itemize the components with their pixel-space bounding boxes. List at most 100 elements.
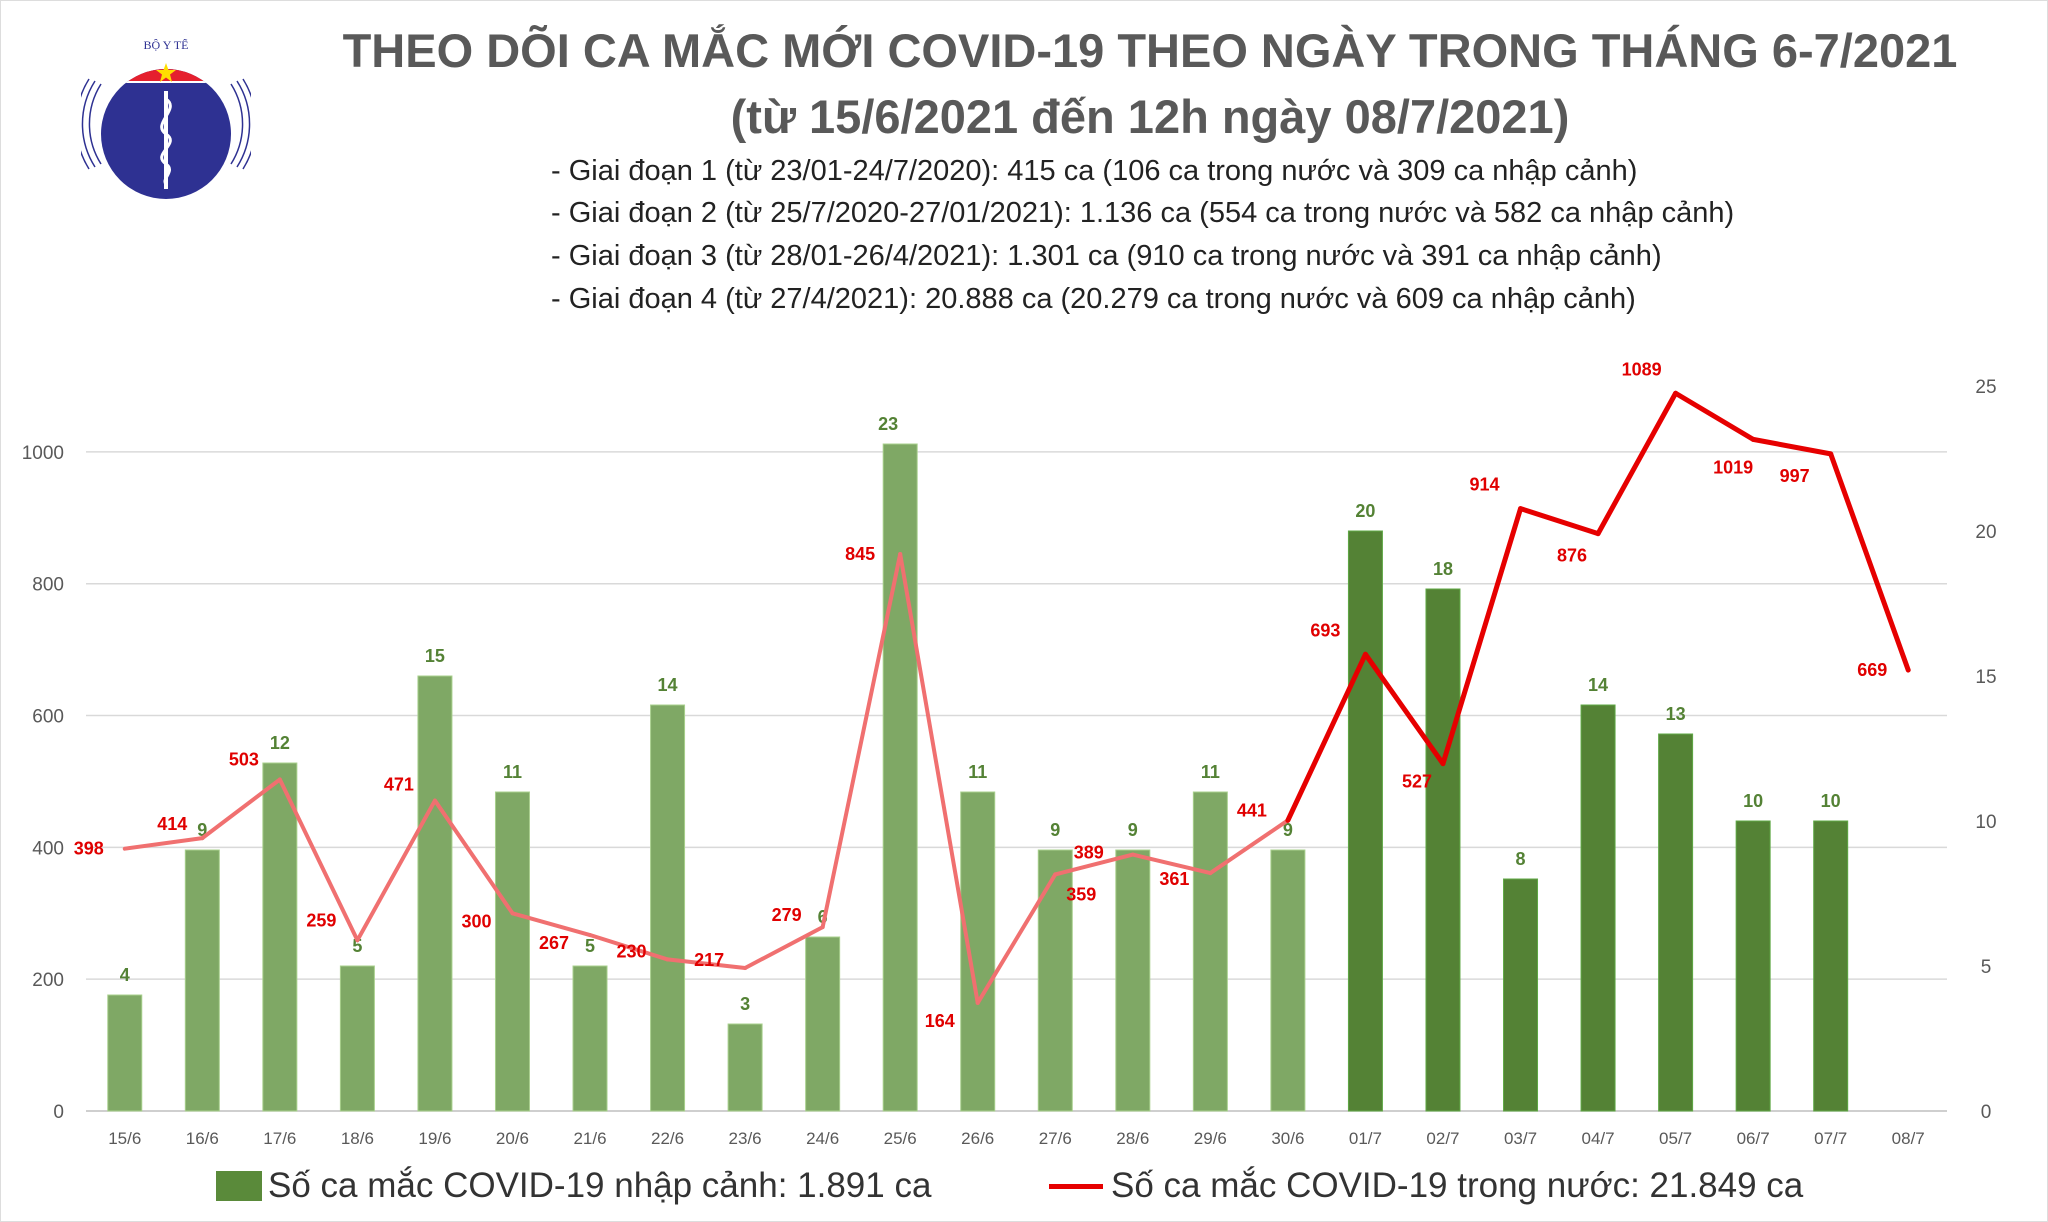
line-data-label: 414	[157, 814, 187, 834]
right-axis-tick-label: 20	[1975, 522, 1996, 543]
bar-data-label: 20	[1355, 501, 1375, 521]
line-segment	[1130, 852, 1213, 876]
line-data-label: 267	[539, 933, 569, 953]
line-data-label: 997	[1780, 466, 1810, 486]
bar	[494, 791, 530, 1112]
line-data-label: 259	[306, 910, 336, 930]
line-segment	[277, 777, 360, 943]
bar	[107, 994, 143, 1112]
right-axis-tick-label: 25	[1975, 377, 1996, 398]
right-axis-tick-label: 10	[1975, 812, 1996, 833]
bar	[805, 936, 841, 1112]
phase-2: - Giai đoạn 2 (từ 25/7/2020-27/01/2021):…	[551, 197, 1735, 229]
bar-data-label: 5	[585, 936, 595, 956]
x-axis-tick-label: 02/7	[1426, 1129, 1459, 1148]
x-axis-tick-label: 20/6	[496, 1129, 529, 1148]
bar-data-label: 10	[1743, 791, 1763, 811]
left-axis-tick-label: 0	[53, 1102, 64, 1123]
chart-subtitle-container: (từ 15/6/2021 đến 12h ngày 08/7/2021)	[251, 89, 2047, 145]
bar	[650, 704, 686, 1112]
line-data-label: 471	[384, 775, 414, 795]
bar	[184, 849, 220, 1112]
ministry-of-health-logo: BỘ Y TẾ	[81, 39, 251, 199]
line-segment	[510, 911, 593, 938]
bar-data-label: 11	[1201, 762, 1220, 782]
bar	[1270, 849, 1306, 1112]
line-segment	[1828, 451, 1911, 673]
line-data-label: 441	[1237, 800, 1267, 820]
bar	[1425, 588, 1461, 1112]
bar	[1115, 849, 1151, 1112]
line-segment	[898, 552, 980, 1005]
left-axis-tick-label: 600	[32, 707, 64, 728]
bar	[960, 791, 996, 1112]
x-axis-tick-label: 16/6	[186, 1129, 219, 1148]
x-axis-tick-label: 30/6	[1271, 1129, 1304, 1148]
line-data-label: 503	[229, 749, 259, 769]
bar	[339, 965, 375, 1112]
bar-data-label: 4	[120, 965, 130, 985]
line-segment	[1750, 436, 1834, 457]
left-axis-tick-label: 200	[32, 970, 64, 991]
bar-data-label: 9	[1050, 820, 1060, 840]
x-axis-tick-label: 06/7	[1737, 1129, 1770, 1148]
x-axis-tick-label: 21/6	[573, 1129, 606, 1148]
line-segment	[588, 933, 670, 962]
line-data-label: 279	[772, 905, 802, 925]
x-axis-tick-label: 23/6	[729, 1129, 762, 1148]
line-data-label: 217	[694, 950, 724, 970]
x-axis-tick-label: 26/6	[961, 1129, 994, 1148]
line-data-label: 1089	[1622, 359, 1662, 379]
bar-data-label: 11	[503, 762, 522, 782]
bar	[262, 762, 298, 1112]
line-data-label: 1019	[1713, 457, 1753, 477]
line-segment	[1440, 506, 1524, 767]
line-segment	[743, 925, 825, 970]
bar-data-label: 12	[270, 733, 290, 753]
x-axis-tick-label: 03/7	[1504, 1129, 1537, 1148]
line-data-label: 527	[1402, 772, 1432, 792]
bar-data-label: 5	[352, 936, 362, 956]
legend-label-domestic: Số ca mắc COVID-19 trong nước: 21.849 ca	[1111, 1166, 1804, 1205]
line-segment	[200, 777, 282, 841]
phase-3: - Giai đoạn 3 (từ 28/01-26/4/2021): 1.30…	[551, 240, 1662, 272]
line-data-label: 164	[925, 1011, 955, 1031]
legend-item-imported: Số ca mắc COVID-19 nhập cảnh: 1.891 ca	[216, 1165, 931, 1207]
x-axis-tick-label: 07/7	[1814, 1129, 1847, 1148]
line-segment	[1362, 651, 1446, 767]
bar	[417, 675, 453, 1112]
right-axis-tick-label: 5	[1981, 957, 1992, 978]
chart-subtitle: (từ 15/6/2021 đến 12h ngày 08/7/2021)	[730, 90, 1570, 143]
bar-data-label: 10	[1821, 791, 1841, 811]
chart-title: THEO DÕI CA MẮC MỚI COVID-19 THEO NGÀY T…	[342, 24, 1958, 77]
line-data-label: 845	[845, 544, 875, 564]
legend-item-domestic: Số ca mắc COVID-19 trong nước: 21.849 ca	[1049, 1165, 1803, 1207]
x-axis-tick-label: 08/7	[1892, 1129, 1925, 1148]
line-segment	[432, 798, 515, 916]
bar-data-label: 15	[425, 646, 445, 666]
bar	[727, 1023, 763, 1112]
x-axis-tick-label: 05/7	[1659, 1129, 1692, 1148]
legend-swatch-bar	[216, 1171, 262, 1201]
bar	[1580, 704, 1616, 1112]
left-axis-tick-label: 400	[32, 838, 64, 859]
line-data-label: 361	[1159, 869, 1189, 889]
legend-label-imported: Số ca mắc COVID-19 nhập cảnh: 1.891 ca	[268, 1166, 932, 1205]
x-axis-tick-label: 28/6	[1116, 1129, 1149, 1148]
line-segment	[665, 957, 748, 970]
bar-data-label: 23	[878, 414, 898, 434]
bar	[1658, 733, 1694, 1112]
line-data-label: 359	[1066, 884, 1096, 904]
line-segment	[1595, 390, 1679, 537]
bar-data-label: 3	[740, 994, 750, 1014]
bar	[1813, 820, 1849, 1112]
line-segment	[355, 798, 437, 943]
bar	[1503, 878, 1539, 1112]
x-axis-tick-label: 25/6	[884, 1129, 917, 1148]
x-axis-tick-label: 24/6	[806, 1129, 839, 1148]
x-axis-tick-label: 04/7	[1582, 1129, 1615, 1148]
line-segment	[975, 872, 1058, 1005]
legend-swatch-line	[1049, 1183, 1103, 1189]
bar-data-label: 6	[818, 907, 828, 927]
